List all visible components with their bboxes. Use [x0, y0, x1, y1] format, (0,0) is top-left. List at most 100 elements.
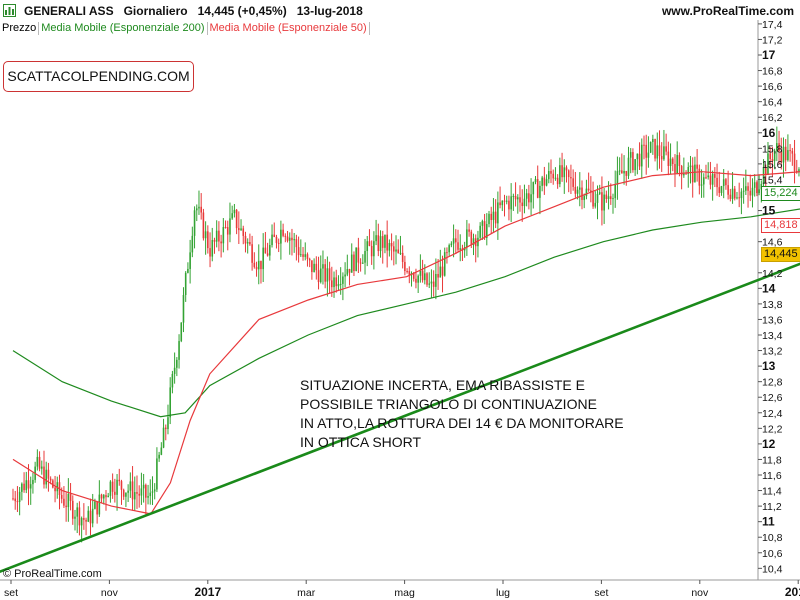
candle-body: [122, 489, 125, 497]
candle-body: [720, 186, 723, 193]
y-tick-label: 12,4: [762, 408, 783, 420]
candle-body: [346, 269, 349, 275]
candle-body: [563, 167, 566, 178]
candle-body: [32, 479, 34, 485]
candle-body: [501, 200, 504, 206]
candle-body: [342, 276, 344, 284]
candle-body: [678, 155, 681, 167]
candle-body: [226, 227, 229, 235]
candle-body: [514, 195, 517, 200]
candle-body: [404, 261, 406, 272]
brand-link[interactable]: www.ProRealTime.com: [661, 4, 794, 18]
legend-price[interactable]: Prezzo: [0, 22, 40, 35]
price-tag: 14,445: [761, 246, 800, 262]
candle-body: [780, 150, 783, 163]
x-tick-label: mar: [297, 587, 316, 599]
y-tick-label: 17,4: [762, 19, 783, 31]
candle-body: [654, 138, 656, 159]
candle-body: [601, 192, 603, 211]
candle-body: [235, 209, 238, 229]
candle-body: [384, 234, 386, 248]
legend-ema200[interactable]: Media Mobile (Esponenziale 200): [39, 22, 208, 35]
candle-body: [707, 175, 709, 178]
candle-body: [450, 243, 453, 246]
y-tick-label: 11: [762, 515, 775, 529]
candle-body: [767, 153, 769, 176]
candle-body: [83, 518, 85, 520]
candle-body: [722, 179, 725, 187]
candle-body: [665, 146, 667, 152]
candle-body: [605, 194, 608, 200]
candle-body: [202, 212, 205, 239]
candle-body: [333, 277, 335, 288]
legend-ema50[interactable]: Media Mobile (Esponenziale 50): [208, 22, 370, 35]
x-tick-label: 2017: [194, 585, 221, 599]
candle-body: [350, 254, 353, 273]
candle-body: [78, 507, 81, 526]
candle-body: [550, 170, 552, 174]
candle-body: [246, 242, 249, 244]
candle-body: [556, 177, 559, 185]
y-tick-label: 14,6: [762, 237, 783, 249]
candle-body: [14, 498, 17, 502]
candle-body: [328, 268, 331, 281]
y-tick-label: 16: [762, 126, 776, 140]
note-line: IN ATTO,LA ROTTURA DEI 14 € DA MONITORAR…: [300, 415, 624, 431]
ema50-line: [12, 171, 800, 515]
candle-body: [94, 501, 96, 509]
candle-body: [718, 187, 721, 193]
candle-body: [286, 236, 289, 241]
candle-body: [565, 167, 568, 171]
candle-body: [740, 191, 743, 199]
y-tick-label: 12,6: [762, 392, 783, 404]
candle-body: [38, 456, 41, 469]
trendline: [0, 262, 800, 574]
candle-body: [539, 185, 541, 198]
ema50-series: [12, 171, 800, 515]
candle-body: [446, 252, 448, 254]
candle-body: [379, 236, 382, 252]
note-line: SITUAZIONE INCERTA, EMA RIBASSISTE E: [300, 377, 585, 393]
y-tick-label: 16,4: [762, 97, 783, 109]
candle-body: [733, 188, 736, 199]
y-axis-background: [758, 20, 800, 580]
candle-body: [532, 182, 535, 195]
candle-body: [603, 194, 605, 211]
candle-body: [244, 235, 247, 244]
candle-body: [519, 197, 521, 203]
candle-body: [702, 177, 705, 185]
candle-body: [574, 186, 577, 194]
candle-body: [85, 519, 87, 522]
candle-body: [709, 175, 712, 185]
candle-body: [142, 484, 145, 489]
candle-body: [689, 165, 692, 167]
candle-body: [714, 173, 716, 178]
candle-body: [160, 447, 163, 455]
x-tick-label: lug: [496, 587, 510, 599]
candle-body: [483, 221, 486, 238]
candle-body: [339, 283, 342, 285]
candle-body: [627, 157, 630, 176]
candle-body: [282, 229, 284, 236]
candle-body: [415, 278, 417, 283]
candle-body: [481, 221, 484, 226]
candle-body: [762, 167, 765, 184]
candle-body: [773, 150, 776, 162]
candle-body: [23, 483, 25, 491]
price-tag: 15,224: [761, 186, 800, 202]
candle-body: [545, 179, 548, 186]
candle-body: [253, 262, 256, 267]
candle-body: [696, 164, 698, 169]
candle-body: [173, 367, 176, 374]
candle-body: [147, 496, 149, 498]
candle-body: [116, 479, 118, 495]
candle-body: [559, 165, 561, 185]
candle-body: [616, 171, 619, 185]
candle-body: [401, 252, 404, 262]
symbol-name: GENERALI ASS: [24, 4, 114, 18]
candle-body: [277, 242, 280, 244]
candle-body: [432, 281, 435, 287]
candle-body: [536, 179, 539, 198]
candle-body: [393, 246, 395, 252]
